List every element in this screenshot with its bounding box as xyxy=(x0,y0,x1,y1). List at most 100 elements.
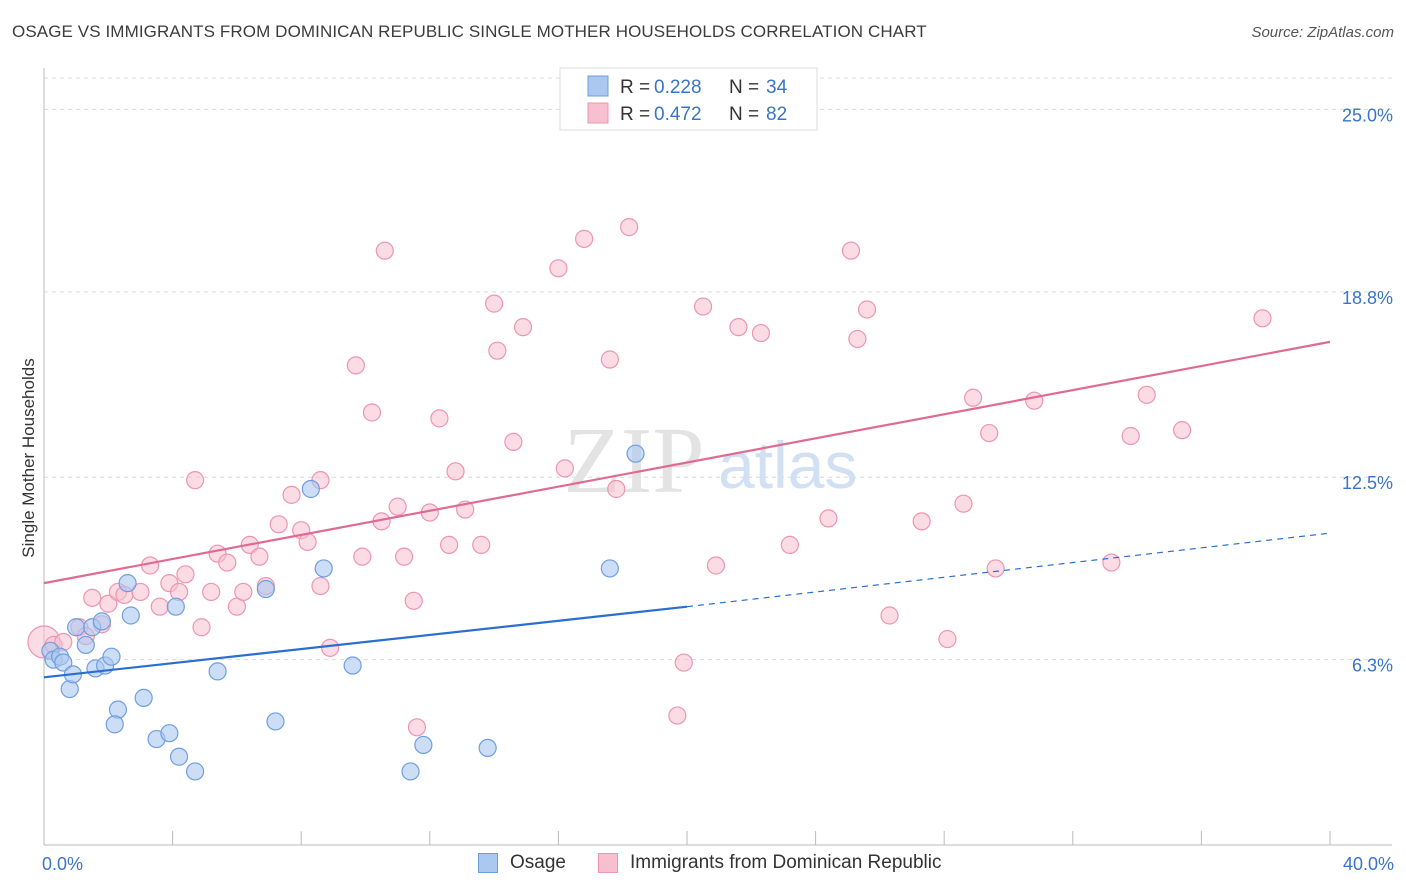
series-dominican-points xyxy=(27,218,1272,737)
dominican-point xyxy=(706,556,726,575)
bottom-legend-swatch-osage xyxy=(478,853,498,873)
dominican-point xyxy=(282,485,301,504)
osage-point xyxy=(186,762,205,781)
osage-point xyxy=(401,762,420,781)
dominican-point xyxy=(472,535,491,554)
dominican-point xyxy=(600,350,619,369)
legend-r-label-osage: R = xyxy=(620,77,650,98)
trend-line-osage xyxy=(43,605,688,679)
dominican-point xyxy=(964,388,983,407)
dominican-point xyxy=(857,300,877,319)
osage-point xyxy=(208,662,227,681)
osage-point xyxy=(160,724,179,743)
osage-point xyxy=(314,559,333,578)
dominican-point xyxy=(298,532,317,552)
bottom-legend: Osage Immigrants from Dominican Republic xyxy=(0,852,1406,878)
series-osage-points xyxy=(41,444,645,781)
bottom-legend-item-osage: Osage xyxy=(478,852,566,874)
dominican-point xyxy=(186,471,205,490)
dominican-point xyxy=(99,594,118,613)
y-tick-labels: 6.3% 12.5% 18.8% 25.0% xyxy=(1342,105,1393,675)
dominican-point xyxy=(388,497,407,516)
dominican-point xyxy=(607,479,626,499)
bottom-legend-swatch-dominican xyxy=(598,853,618,873)
x-tick-label-min: 0.0% xyxy=(42,854,83,874)
axes xyxy=(43,68,1392,846)
dominican-point xyxy=(986,559,1005,578)
y-tick-label-2: 18.8% xyxy=(1342,288,1393,308)
dominican-point xyxy=(169,582,189,602)
dominican-point xyxy=(321,638,340,657)
dominican-point xyxy=(912,512,931,531)
legend-n-value-osage: 34 xyxy=(766,77,788,98)
dominican-point xyxy=(140,556,160,575)
legend-swatch-dominican xyxy=(587,102,609,124)
dominican-point xyxy=(407,718,427,737)
trend-lines xyxy=(43,340,1331,679)
osage-point xyxy=(343,656,362,675)
legend-n-label-osage: N = xyxy=(729,77,759,98)
dominican-point xyxy=(848,329,867,349)
dominican-point xyxy=(1025,391,1044,410)
chart-title: OSAGE VS IMMIGRANTS FROM DOMINICAN REPUB… xyxy=(12,22,927,41)
bottom-legend-label-osage: Osage xyxy=(510,852,566,873)
dominican-point xyxy=(192,618,211,637)
dominican-point xyxy=(176,565,195,584)
y-tick-label-1: 12.5% xyxy=(1342,473,1393,493)
osage-point xyxy=(600,559,619,578)
osage-point xyxy=(626,444,645,463)
osage-point xyxy=(256,579,275,599)
legend-r-label-dominican: R = xyxy=(620,104,650,125)
osage-point xyxy=(134,688,153,707)
dominican-point xyxy=(311,576,330,596)
y-axis-label: Single Mother Households xyxy=(19,358,38,557)
legend-r-value-osage: 0.228 xyxy=(654,77,702,98)
dominican-point xyxy=(250,547,269,566)
source-label: Source: ZipAtlas.com xyxy=(1251,24,1394,41)
osage-point xyxy=(92,612,111,631)
osage-point xyxy=(60,679,79,699)
dominican-point xyxy=(430,409,449,428)
osage-point xyxy=(108,700,128,719)
osage-point xyxy=(121,606,140,625)
dominican-point xyxy=(980,423,999,443)
dominican-point xyxy=(668,706,687,725)
dominican-point xyxy=(150,597,169,616)
x-tick-label-max: 40.0% xyxy=(1343,854,1394,874)
bottom-legend-item-dominican: Immigrants from Dominican Republic xyxy=(598,852,942,874)
dominican-point xyxy=(446,462,465,481)
dominican-point xyxy=(1102,553,1121,572)
dominican-point xyxy=(269,515,288,534)
dominican-point xyxy=(218,553,237,572)
dominican-point xyxy=(729,318,748,337)
osage-point xyxy=(67,618,86,637)
dominican-point xyxy=(488,341,507,360)
dominican-point xyxy=(620,218,639,237)
y-tick-label-0: 6.3% xyxy=(1352,656,1393,676)
dominican-point xyxy=(751,323,771,343)
osage-point xyxy=(266,712,285,731)
dominican-point xyxy=(485,294,504,313)
osage-point xyxy=(166,597,185,616)
bottom-legend-label-dominican: Immigrants from Dominican Republic xyxy=(630,852,942,873)
stats-legend: R = 0.228 N = 34 R = 0.472 N = 82 xyxy=(559,67,818,131)
watermark-atlas: atlas xyxy=(718,428,857,502)
dominican-point xyxy=(674,653,693,672)
y-tick-label-3: 25.0% xyxy=(1342,105,1393,125)
dominican-point xyxy=(513,318,533,337)
osage-point xyxy=(169,747,189,766)
osage-point xyxy=(414,735,433,755)
dominican-point xyxy=(841,241,861,260)
dominican-point xyxy=(880,606,899,625)
legend-n-value-dominican: 82 xyxy=(766,104,787,125)
osage-point xyxy=(102,647,121,666)
dominican-point xyxy=(549,259,568,278)
dominican-point xyxy=(1173,421,1192,440)
dominican-point xyxy=(780,535,799,554)
dominican-point xyxy=(131,582,150,602)
osage-point xyxy=(105,715,124,734)
dominican-point xyxy=(504,432,523,452)
dominican-point xyxy=(234,582,253,602)
dominican-point xyxy=(954,494,973,513)
